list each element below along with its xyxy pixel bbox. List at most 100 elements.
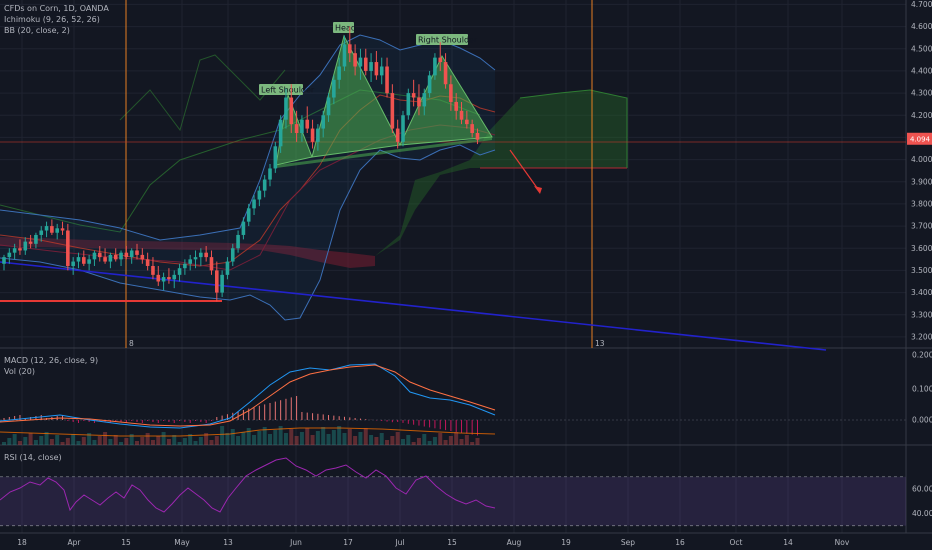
candle-body [188,259,192,264]
candle-body [268,168,272,180]
volume-bar [76,441,81,445]
macd-histogram-bar [115,420,117,421]
candle-body [369,62,373,71]
volume-bar [241,432,246,445]
candle-body [332,79,336,98]
macd-histogram-bar [221,415,223,420]
candle-body [34,234,38,244]
bb-legend[interactable]: BB (20, close, 2) [4,26,70,35]
volume-bar [459,439,464,445]
candle-body [92,252,97,260]
volume-bar [246,428,251,445]
candle-body [443,62,448,85]
candle-body [55,228,59,233]
main-legend: CFDs on Corn, 1D, OANDA Ichimoku (9, 26,… [4,3,109,36]
macd-tick-label: 0.200 [912,351,932,360]
macd-histogram-bar [455,420,457,432]
volume-bar [81,437,86,445]
head-label: Head [335,24,356,33]
macd-histogram-bar [88,420,90,422]
candle-body [433,57,437,76]
volume-bar [342,433,347,445]
candle-body [167,277,171,280]
candle-body [337,66,341,80]
macd-histogram-bar [3,418,5,420]
macd-histogram-bar [147,420,149,421]
macd-histogram-bar [195,420,197,421]
volume-bar [257,431,262,445]
rsi-legend[interactable]: RSI (14, close) [4,453,62,462]
volume-bar [353,436,358,445]
price-tick-label: 4.500 [911,44,932,53]
volume-bar [283,433,288,445]
macd-histogram-bar [413,420,415,425]
price-tick-label: 3.300 [911,310,932,319]
candle-body [379,66,384,76]
volume-bar [198,437,203,445]
volume-bar [401,439,405,445]
candle-body [60,228,65,231]
candle-body [39,230,44,235]
down-arrow-head [534,186,542,194]
volume-bar [262,427,267,445]
macd-histogram-bar [476,420,478,436]
left-shoulder-label-bg [259,84,303,95]
volume-bar [411,442,416,445]
macd-histogram-bar [301,412,303,420]
volume-bar [119,442,124,445]
macd-histogram-bar [62,415,64,420]
volume-bar [39,436,44,445]
symbol-legend[interactable]: CFDs on Corn, 1D, OANDA [4,4,109,13]
macd-legend[interactable]: MACD (12, 26, close, 9) [4,356,99,365]
candle-body [177,268,182,275]
price-tick-label: 3.500 [911,266,932,275]
candle-body [273,146,278,169]
candle-body [28,241,33,244]
volume-bar [177,442,182,445]
macd-histogram-bar [381,420,383,421]
axes: 4.7004.6004.5004.4004.3004.2004.1004.000… [17,0,932,547]
x-tick-label: 15 [121,538,131,547]
candle-body [294,124,299,133]
candle-body [262,179,267,191]
volume-bar [17,441,22,445]
macd-histogram-bar [445,420,447,431]
price-tick-label: 4.400 [911,66,932,75]
volume-bar [454,432,459,445]
volume-bar [2,442,6,445]
candle-body [390,93,395,129]
candle-body [289,97,294,125]
cloud-red-mid [232,243,375,268]
volume-bar [422,434,427,445]
candle-body [215,270,219,293]
candle-body [358,57,363,67]
ichimoku-legend[interactable]: Ichimoku (9, 26, 52, 26) [4,15,100,24]
head-shape [311,34,401,158]
volume-bar [321,427,326,445]
volume-bar [145,433,150,445]
macd-histogram-bar [274,401,276,420]
candle-body [140,254,145,260]
volume-bar [427,441,432,445]
candle-body [193,257,198,260]
volume-bar [326,434,331,445]
volume-bar [12,434,17,445]
macd-histogram-bar [19,415,21,420]
rsi-pane [0,457,906,527]
volume-bar [273,430,278,445]
candle-body [66,230,70,266]
volume-bar [406,435,411,445]
macd-histogram-bar [338,416,340,420]
volume-bar [220,426,225,445]
price-tick-label: 3.800 [911,199,932,208]
volume-bar [448,436,453,445]
vol-legend[interactable]: Vol (20) [4,367,35,376]
candle-body [82,257,86,264]
bb-lower [0,144,496,321]
candle-body [401,115,405,142]
macd-histogram-bar [418,420,420,426]
macd-legend-block: MACD (12, 26, close, 9) Vol (20) [4,355,98,377]
x-tick-label: Oct [730,538,743,547]
macd-histogram-bar [205,420,207,423]
